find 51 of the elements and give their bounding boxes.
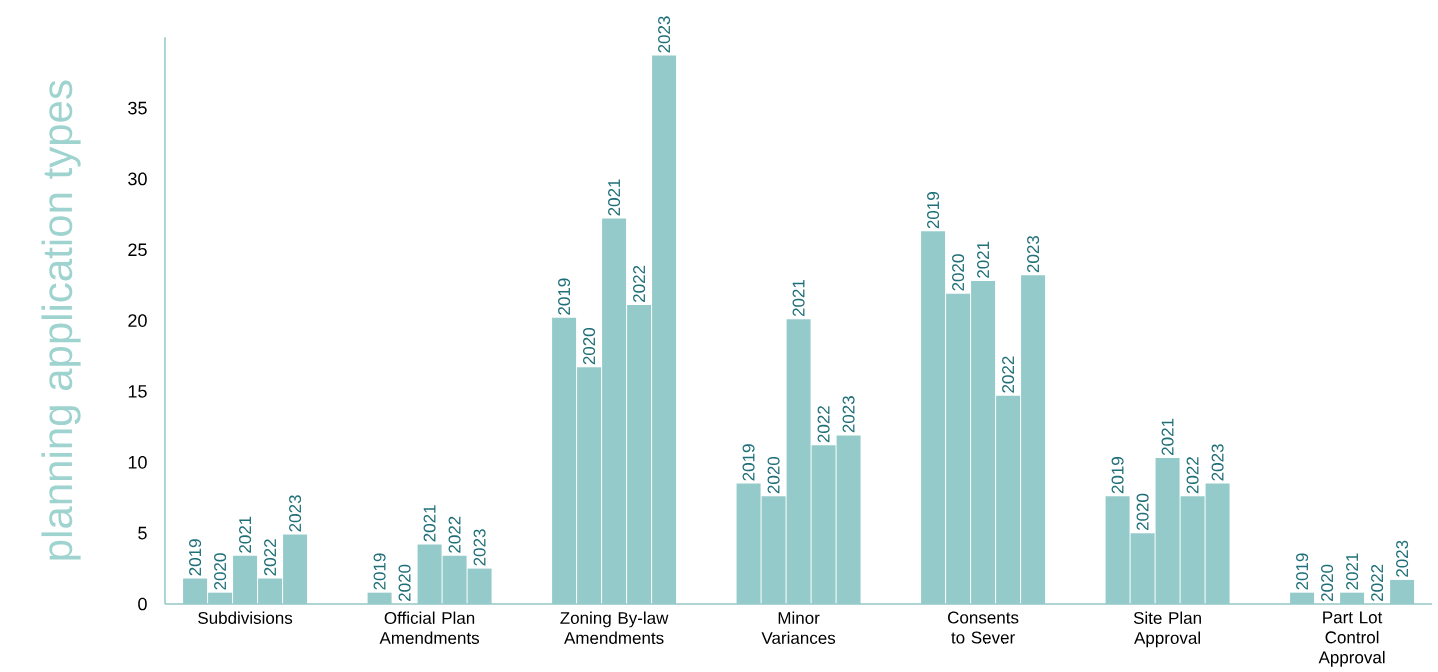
text: 2020 [1136, 493, 1149, 531]
y-tick-label: 0 [138, 597, 147, 611]
x-tick-label: Official Plan Amendments [379, 611, 480, 645]
x-tick-label: Subdivisions [198, 611, 293, 625]
y-tick-label: 10 [128, 455, 147, 469]
text: 2019 [1111, 457, 1124, 494]
text: 2020 [1321, 564, 1334, 601]
text: 2019 [558, 278, 571, 315]
text: 2022 [817, 406, 830, 443]
text: 2022 [1371, 564, 1384, 601]
text: 2021 [608, 179, 621, 216]
text: 2023 [658, 16, 671, 53]
text: 2019 [742, 444, 755, 481]
y-tick-label: 15 [128, 385, 147, 398]
y-axis-title: planning application types [41, 80, 81, 560]
text: 2022 [448, 516, 461, 553]
text: 2023 [473, 529, 486, 566]
y-tick-label: 5 [138, 526, 147, 540]
x-tick-label: Zoning By-law Amendments [560, 611, 669, 645]
text: 2022 [264, 539, 277, 576]
text: 2021 [1161, 418, 1174, 455]
x-tick-label: Site Plan Approval [1133, 611, 1201, 648]
x-tick-label: Minor Variances [761, 611, 836, 645]
text: 2023 [1396, 540, 1409, 577]
text: 2021 [977, 241, 990, 278]
text: 2019 [1296, 553, 1309, 590]
text: 2020 [398, 564, 411, 601]
text: 2023 [1211, 444, 1224, 481]
text: 2020 [767, 456, 780, 494]
text: 2022 [1186, 457, 1199, 494]
text: 2020 [583, 328, 596, 365]
text: 2021 [423, 505, 436, 542]
text: 2021 [792, 280, 805, 317]
y-tick-label: 20 [128, 314, 147, 327]
text: 2023 [1027, 235, 1040, 273]
text: 2019 [373, 553, 386, 590]
text: 2020 [214, 553, 227, 590]
text: 2020 [952, 254, 965, 291]
text: 2019 [189, 539, 202, 576]
text: 2022 [1002, 356, 1015, 393]
x-tick-label: Part Lot Control Approval [1318, 611, 1385, 667]
text: 2023 [842, 396, 855, 433]
x-tick-label: Consents to Sever [948, 611, 1019, 644]
text: 2021 [1346, 553, 1359, 590]
text: 2022 [633, 265, 646, 302]
text: 2021 [239, 516, 252, 553]
y-tick-label: 25 [128, 243, 147, 257]
y-tick-label: 35 [128, 101, 147, 115]
y-tick-label: 30 [128, 172, 147, 186]
text: 2023 [289, 495, 302, 532]
text: 2019 [927, 192, 940, 229]
